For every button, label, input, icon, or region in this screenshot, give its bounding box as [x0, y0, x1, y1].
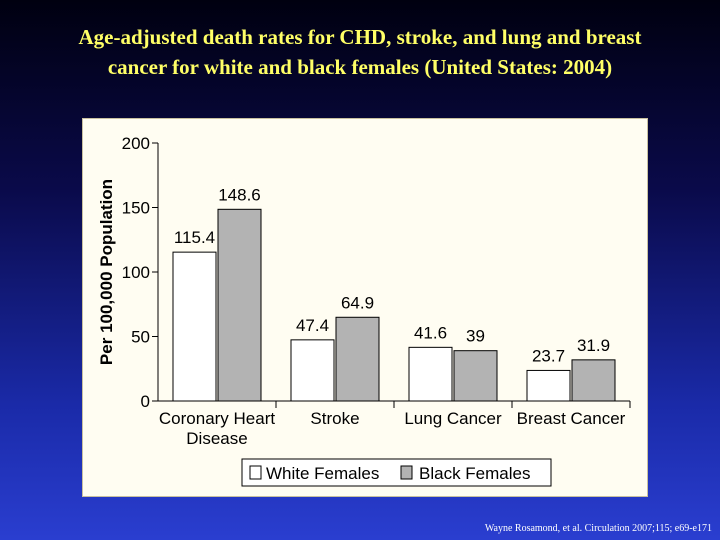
data-label: 39 [466, 327, 485, 346]
slide-title-line-1: Age-adjusted death rates for CHD, stroke… [78, 25, 642, 49]
x-tick-label: Stroke [310, 409, 359, 428]
data-label: 64.9 [341, 293, 374, 312]
x-tick-label: Lung Cancer [404, 409, 502, 428]
y-tick-label: 0 [141, 392, 150, 411]
citation: Wayne Rosamond, et al. Circulation 2007;… [484, 523, 712, 534]
y-tick-label: 200 [122, 134, 150, 153]
bar-white-females [526, 369, 571, 402]
bar-black-females [335, 316, 380, 402]
y-axis-title: Per 100,000 Population [97, 179, 116, 365]
x-tick-label: Disease [186, 429, 247, 448]
legend-label: Black Females [419, 464, 530, 483]
data-label: 115.4 [174, 228, 215, 247]
y-tick-label: 50 [131, 328, 150, 347]
x-tick-label: Breast Cancer [517, 409, 626, 428]
data-label: 47.4 [296, 316, 329, 335]
bar-white-females [408, 346, 453, 402]
slide-title: Age-adjusted death rates for CHD, stroke… [0, 22, 720, 82]
y-tick-label: 100 [122, 263, 150, 282]
data-label: 41.6 [414, 323, 447, 342]
bar-black-females [217, 208, 262, 402]
bar-black-females [453, 350, 498, 402]
bar-black-females [571, 359, 616, 402]
data-label: 23.7 [532, 346, 565, 365]
data-label: 31.9 [577, 336, 610, 355]
data-label: 148.6 [218, 185, 261, 204]
legend-swatch-black [400, 465, 413, 480]
chart-panel: 0 50 100 150 200 Per 100,000 Population Corona… [82, 118, 648, 497]
legend-label: White Females [266, 464, 379, 483]
x-tick-label: Coronary Heart [159, 409, 275, 428]
bar-white-females [172, 251, 217, 402]
bar-white-females [290, 339, 335, 402]
legend-swatch-white [249, 465, 262, 480]
y-tick-label: 150 [122, 199, 150, 218]
slide-title-line-2: cancer for white and black females (Unit… [107, 55, 613, 79]
legend-box [241, 458, 552, 487]
bar-chart: 0 50 100 150 200 Per 100,000 Population Corona… [97, 134, 631, 487]
